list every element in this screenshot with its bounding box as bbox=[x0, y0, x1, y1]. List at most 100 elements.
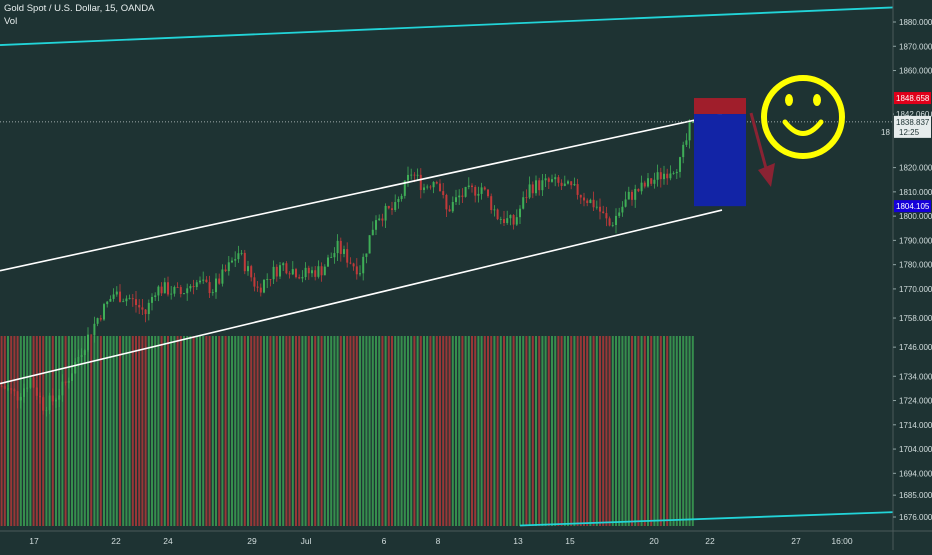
outer-channel-upper-line[interactable] bbox=[0, 6, 894, 46]
volume-bar bbox=[615, 336, 617, 526]
candle-body bbox=[659, 172, 662, 180]
candle-body bbox=[637, 188, 640, 192]
candle-body bbox=[602, 211, 605, 214]
y-tick-label: 1780.000 bbox=[899, 261, 932, 270]
candle-body bbox=[224, 269, 227, 272]
volume-bar bbox=[151, 336, 153, 526]
candle-body bbox=[74, 361, 77, 374]
stop-loss-zone[interactable] bbox=[694, 98, 746, 115]
candle-body bbox=[26, 387, 29, 389]
drawings-layer[interactable] bbox=[0, 6, 894, 527]
volume-bar bbox=[215, 336, 217, 526]
volume-bar bbox=[71, 336, 73, 526]
volume-bar bbox=[528, 336, 531, 526]
candle-body bbox=[256, 286, 259, 288]
candle-body bbox=[589, 199, 592, 203]
volume-bar bbox=[192, 336, 195, 526]
candle-body bbox=[522, 197, 525, 209]
volume-bar bbox=[499, 336, 502, 526]
target-price-tag: 1804.105 bbox=[896, 202, 930, 211]
candle-body bbox=[195, 282, 198, 288]
volume-bar bbox=[109, 336, 112, 526]
take-profit-zone[interactable] bbox=[694, 114, 746, 207]
volume-bar bbox=[138, 336, 141, 526]
candle-body bbox=[45, 410, 48, 412]
x-tick-label: 13 bbox=[513, 536, 523, 546]
symbol-title[interactable]: Gold Spot / U.S. Dollar, 15, OANDA bbox=[4, 3, 155, 14]
volume-bar bbox=[387, 336, 390, 526]
volume-bar bbox=[675, 336, 678, 526]
candle-body bbox=[583, 197, 585, 201]
x-tick-label: 27 bbox=[791, 536, 801, 546]
candle-body bbox=[285, 263, 288, 274]
candle-body bbox=[579, 194, 582, 198]
candle-body bbox=[407, 174, 409, 181]
volume-bar bbox=[247, 336, 249, 526]
candle-body bbox=[365, 253, 368, 257]
volume-bar bbox=[647, 336, 649, 526]
time-axis[interactable]: 17 22 24 29 Jul 6 8 13 15 20 22 27 16:00 bbox=[0, 530, 932, 546]
volume-bar bbox=[419, 336, 422, 526]
candle-body bbox=[352, 263, 355, 267]
candle-body bbox=[355, 266, 358, 275]
candle-body bbox=[445, 194, 448, 210]
volume-bar bbox=[80, 336, 83, 526]
price-axis[interactable]: 1880.000 1870.000 1860.000 1842.060 1820.000… bbox=[892, 0, 932, 550]
candle-body bbox=[23, 388, 25, 397]
candle-body bbox=[496, 209, 499, 220]
volume-bar bbox=[240, 336, 243, 526]
candle-body bbox=[643, 182, 646, 187]
candle-body bbox=[490, 196, 493, 211]
volume-bar bbox=[160, 336, 163, 526]
candle-body bbox=[135, 299, 137, 306]
volume-bar bbox=[403, 336, 406, 526]
volume-bar bbox=[464, 336, 467, 526]
volume-bar bbox=[269, 336, 272, 526]
candle-body bbox=[576, 184, 579, 195]
candle-body bbox=[282, 263, 285, 266]
candle-body bbox=[106, 301, 109, 305]
volume-bar bbox=[560, 336, 563, 526]
volume-bar bbox=[624, 336, 627, 526]
y-tick-label: 1704.000 bbox=[899, 445, 932, 454]
channel-lower-line[interactable] bbox=[0, 209, 723, 385]
channel-upper-line[interactable] bbox=[0, 113, 723, 272]
candle-body bbox=[269, 278, 272, 280]
candle-body bbox=[618, 212, 621, 216]
volume-bar bbox=[410, 336, 413, 526]
volume-bar bbox=[656, 336, 659, 526]
candle-body bbox=[327, 257, 329, 267]
volume-bar bbox=[26, 336, 29, 526]
candle-body bbox=[656, 172, 659, 180]
volume-bar bbox=[375, 336, 377, 526]
volume-bar bbox=[227, 336, 230, 526]
candle-body bbox=[208, 282, 211, 294]
volume-bar bbox=[141, 336, 144, 526]
candle-body bbox=[413, 174, 416, 176]
candle-body bbox=[400, 195, 403, 200]
candle-body bbox=[253, 277, 256, 287]
volume-bar bbox=[637, 336, 640, 526]
candle-body bbox=[48, 395, 51, 411]
volume-bar bbox=[595, 336, 598, 526]
candle-body bbox=[650, 178, 653, 184]
volume-bar bbox=[394, 336, 397, 526]
candle-body bbox=[362, 256, 365, 274]
volume-bar bbox=[669, 336, 672, 526]
volume-bar bbox=[157, 336, 160, 526]
candle-body bbox=[515, 217, 518, 225]
volume-bar bbox=[586, 336, 589, 526]
outer-channel-lower-line[interactable] bbox=[519, 511, 894, 527]
volume-bar bbox=[39, 336, 41, 526]
candle-body bbox=[647, 178, 649, 187]
volume-label: Vol bbox=[4, 16, 18, 27]
candle-body bbox=[605, 213, 608, 219]
x-tick-label: 24 bbox=[163, 536, 173, 546]
x-tick-label: 17 bbox=[29, 536, 39, 546]
candle-body bbox=[231, 260, 233, 263]
candle-body bbox=[371, 229, 374, 236]
volume-bar bbox=[323, 336, 326, 526]
